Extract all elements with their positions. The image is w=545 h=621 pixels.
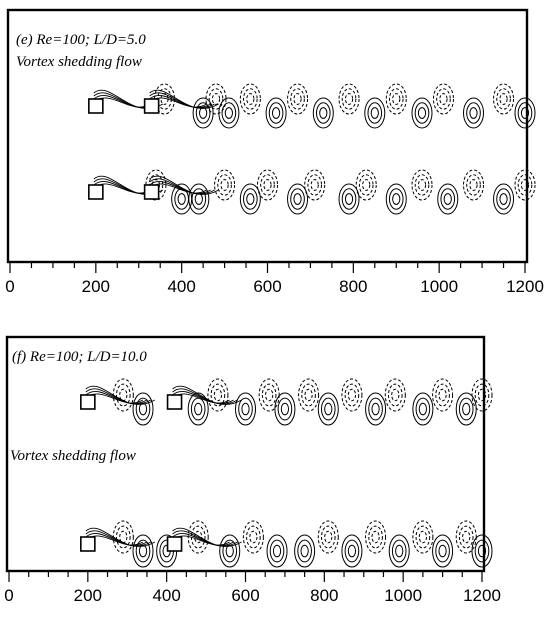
vortex-f-upper-1 bbox=[132, 392, 154, 426]
vortex-e-lower-8 bbox=[338, 183, 360, 215]
vortex-f-upper-0 bbox=[112, 378, 134, 412]
cylinder-e-lower-1 bbox=[143, 175, 219, 200]
vortex-f-lower-10 bbox=[365, 520, 387, 554]
tick-label-f-0: 0 bbox=[4, 586, 13, 605]
vortex-e-lower-2 bbox=[188, 183, 210, 215]
vortex-e-upper-15 bbox=[514, 97, 536, 129]
vortex-e-upper-1 bbox=[192, 97, 214, 129]
panel-e-contours bbox=[145, 83, 536, 215]
vortex-f-upper-4 bbox=[235, 392, 256, 426]
vortex-e-lower-5 bbox=[257, 169, 278, 201]
vortex-e-upper-13 bbox=[463, 97, 484, 129]
vortex-f-upper-10 bbox=[365, 392, 387, 426]
panel-f-annotation: Vortex shedding flow bbox=[10, 448, 136, 464]
vortex-e-lower-10 bbox=[385, 183, 407, 215]
panel-f-contours bbox=[112, 378, 493, 568]
vortex-f-lower-6 bbox=[266, 534, 288, 568]
cylinder-f-lower-0 bbox=[80, 527, 156, 552]
vortex-f-upper-6 bbox=[274, 392, 296, 426]
tick-label-f-400: 400 bbox=[152, 586, 180, 605]
vortex-f-upper-7 bbox=[298, 378, 320, 412]
vortex-f-lower-8 bbox=[317, 520, 339, 554]
vortex-e-upper-10 bbox=[385, 83, 407, 115]
tick-label-e-800: 800 bbox=[339, 277, 367, 296]
vortex-e-lower-9 bbox=[355, 169, 377, 201]
vortex-f-lower-5 bbox=[242, 520, 264, 554]
vortex-f-lower-13 bbox=[432, 534, 454, 568]
vortex-f-lower-15 bbox=[471, 534, 493, 568]
vortex-f-lower-0 bbox=[112, 520, 134, 554]
vortex-f-lower-12 bbox=[412, 520, 434, 554]
vortex-f-upper-5 bbox=[258, 378, 280, 412]
vortex-f-lower-1 bbox=[132, 534, 154, 568]
cylinder-f-upper-0 bbox=[80, 385, 156, 410]
vortex-e-upper-12 bbox=[432, 83, 454, 115]
panel-e: (e) Re=100; L/D=5.0 Vortex shedding flow… bbox=[5, 8, 544, 296]
tick-label-f-1000: 1000 bbox=[384, 586, 422, 605]
panel-e-x-axis: 0 200 400 600 800 1000 1200 bbox=[5, 262, 544, 296]
vortex-e-upper-8 bbox=[338, 83, 360, 115]
tick-label-f-1200: 1200 bbox=[463, 586, 501, 605]
cylinder-f-upper-1 bbox=[166, 385, 242, 410]
panel-f-x-axis: 0 200 400 600 800 1000 1200 bbox=[4, 571, 501, 605]
panel-f-title: (f) Re=100; L/D=10.0 bbox=[12, 349, 147, 365]
vortex-e-upper-2 bbox=[205, 83, 227, 115]
vortex-f-upper-2 bbox=[187, 392, 209, 426]
tick-label-e-0: 0 bbox=[5, 277, 14, 296]
panel-e-annotation: Vortex shedding flow bbox=[16, 54, 142, 70]
panel-e-cylinders bbox=[88, 89, 219, 200]
vortex-e-upper-7 bbox=[312, 97, 334, 129]
tick-label-f-600: 600 bbox=[231, 586, 259, 605]
vortex-e-upper-6 bbox=[287, 83, 309, 115]
cylinder-f-lower-1 bbox=[166, 527, 242, 552]
panel-f-cylinders bbox=[80, 385, 242, 552]
vortex-e-lower-7 bbox=[304, 169, 326, 201]
vortex-f-upper-14 bbox=[455, 392, 477, 426]
cylinder-e-upper-1 bbox=[143, 89, 219, 114]
vortex-f-lower-4 bbox=[219, 534, 241, 568]
tick-label-f-200: 200 bbox=[74, 586, 102, 605]
panel-f: (f) Re=100; L/D=10.0 Vortex shedding flo… bbox=[4, 335, 501, 605]
vortex-f-lower-9 bbox=[341, 534, 363, 568]
vortex-f-upper-11 bbox=[384, 378, 406, 412]
tick-label-e-400: 400 bbox=[167, 277, 195, 296]
vortex-e-lower-3 bbox=[214, 169, 236, 201]
tick-label-e-1000: 1000 bbox=[420, 277, 458, 296]
vortex-f-upper-8 bbox=[317, 392, 339, 426]
panel-e-title: (e) Re=100; L/D=5.0 bbox=[16, 32, 146, 48]
vortex-f-upper-9 bbox=[341, 378, 363, 412]
vortex-e-upper-11 bbox=[411, 97, 433, 129]
vortex-f-upper-12 bbox=[412, 392, 434, 426]
vortex-f-lower-7 bbox=[294, 534, 316, 568]
vortex-e-lower-14 bbox=[493, 183, 515, 215]
vortex-e-upper-9 bbox=[364, 97, 386, 129]
vortex-e-upper-4 bbox=[239, 83, 261, 115]
tick-label-e-1200: 1200 bbox=[506, 277, 544, 296]
tick-label-e-200: 200 bbox=[82, 277, 110, 296]
tick-label-f-800: 800 bbox=[310, 586, 338, 605]
vortex-e-upper-5 bbox=[265, 97, 287, 129]
vortex-e-lower-13 bbox=[463, 169, 484, 201]
vortex-e-upper-3 bbox=[218, 97, 240, 129]
vortex-f-upper-13 bbox=[432, 378, 454, 412]
vortex-e-lower-4 bbox=[239, 183, 261, 215]
vortex-e-lower-15 bbox=[514, 169, 536, 201]
vortex-e-lower-6 bbox=[287, 183, 309, 215]
vortex-f-upper-3 bbox=[207, 378, 229, 412]
tick-label-e-600: 600 bbox=[253, 277, 281, 296]
vortex-e-upper-14 bbox=[493, 83, 515, 115]
vortex-f-upper-15 bbox=[471, 378, 493, 412]
vortex-f-lower-11 bbox=[388, 534, 410, 568]
vortex-e-lower-11 bbox=[411, 169, 433, 201]
vortex-f-lower-14 bbox=[455, 520, 477, 554]
vortex-e-lower-12 bbox=[437, 183, 459, 215]
